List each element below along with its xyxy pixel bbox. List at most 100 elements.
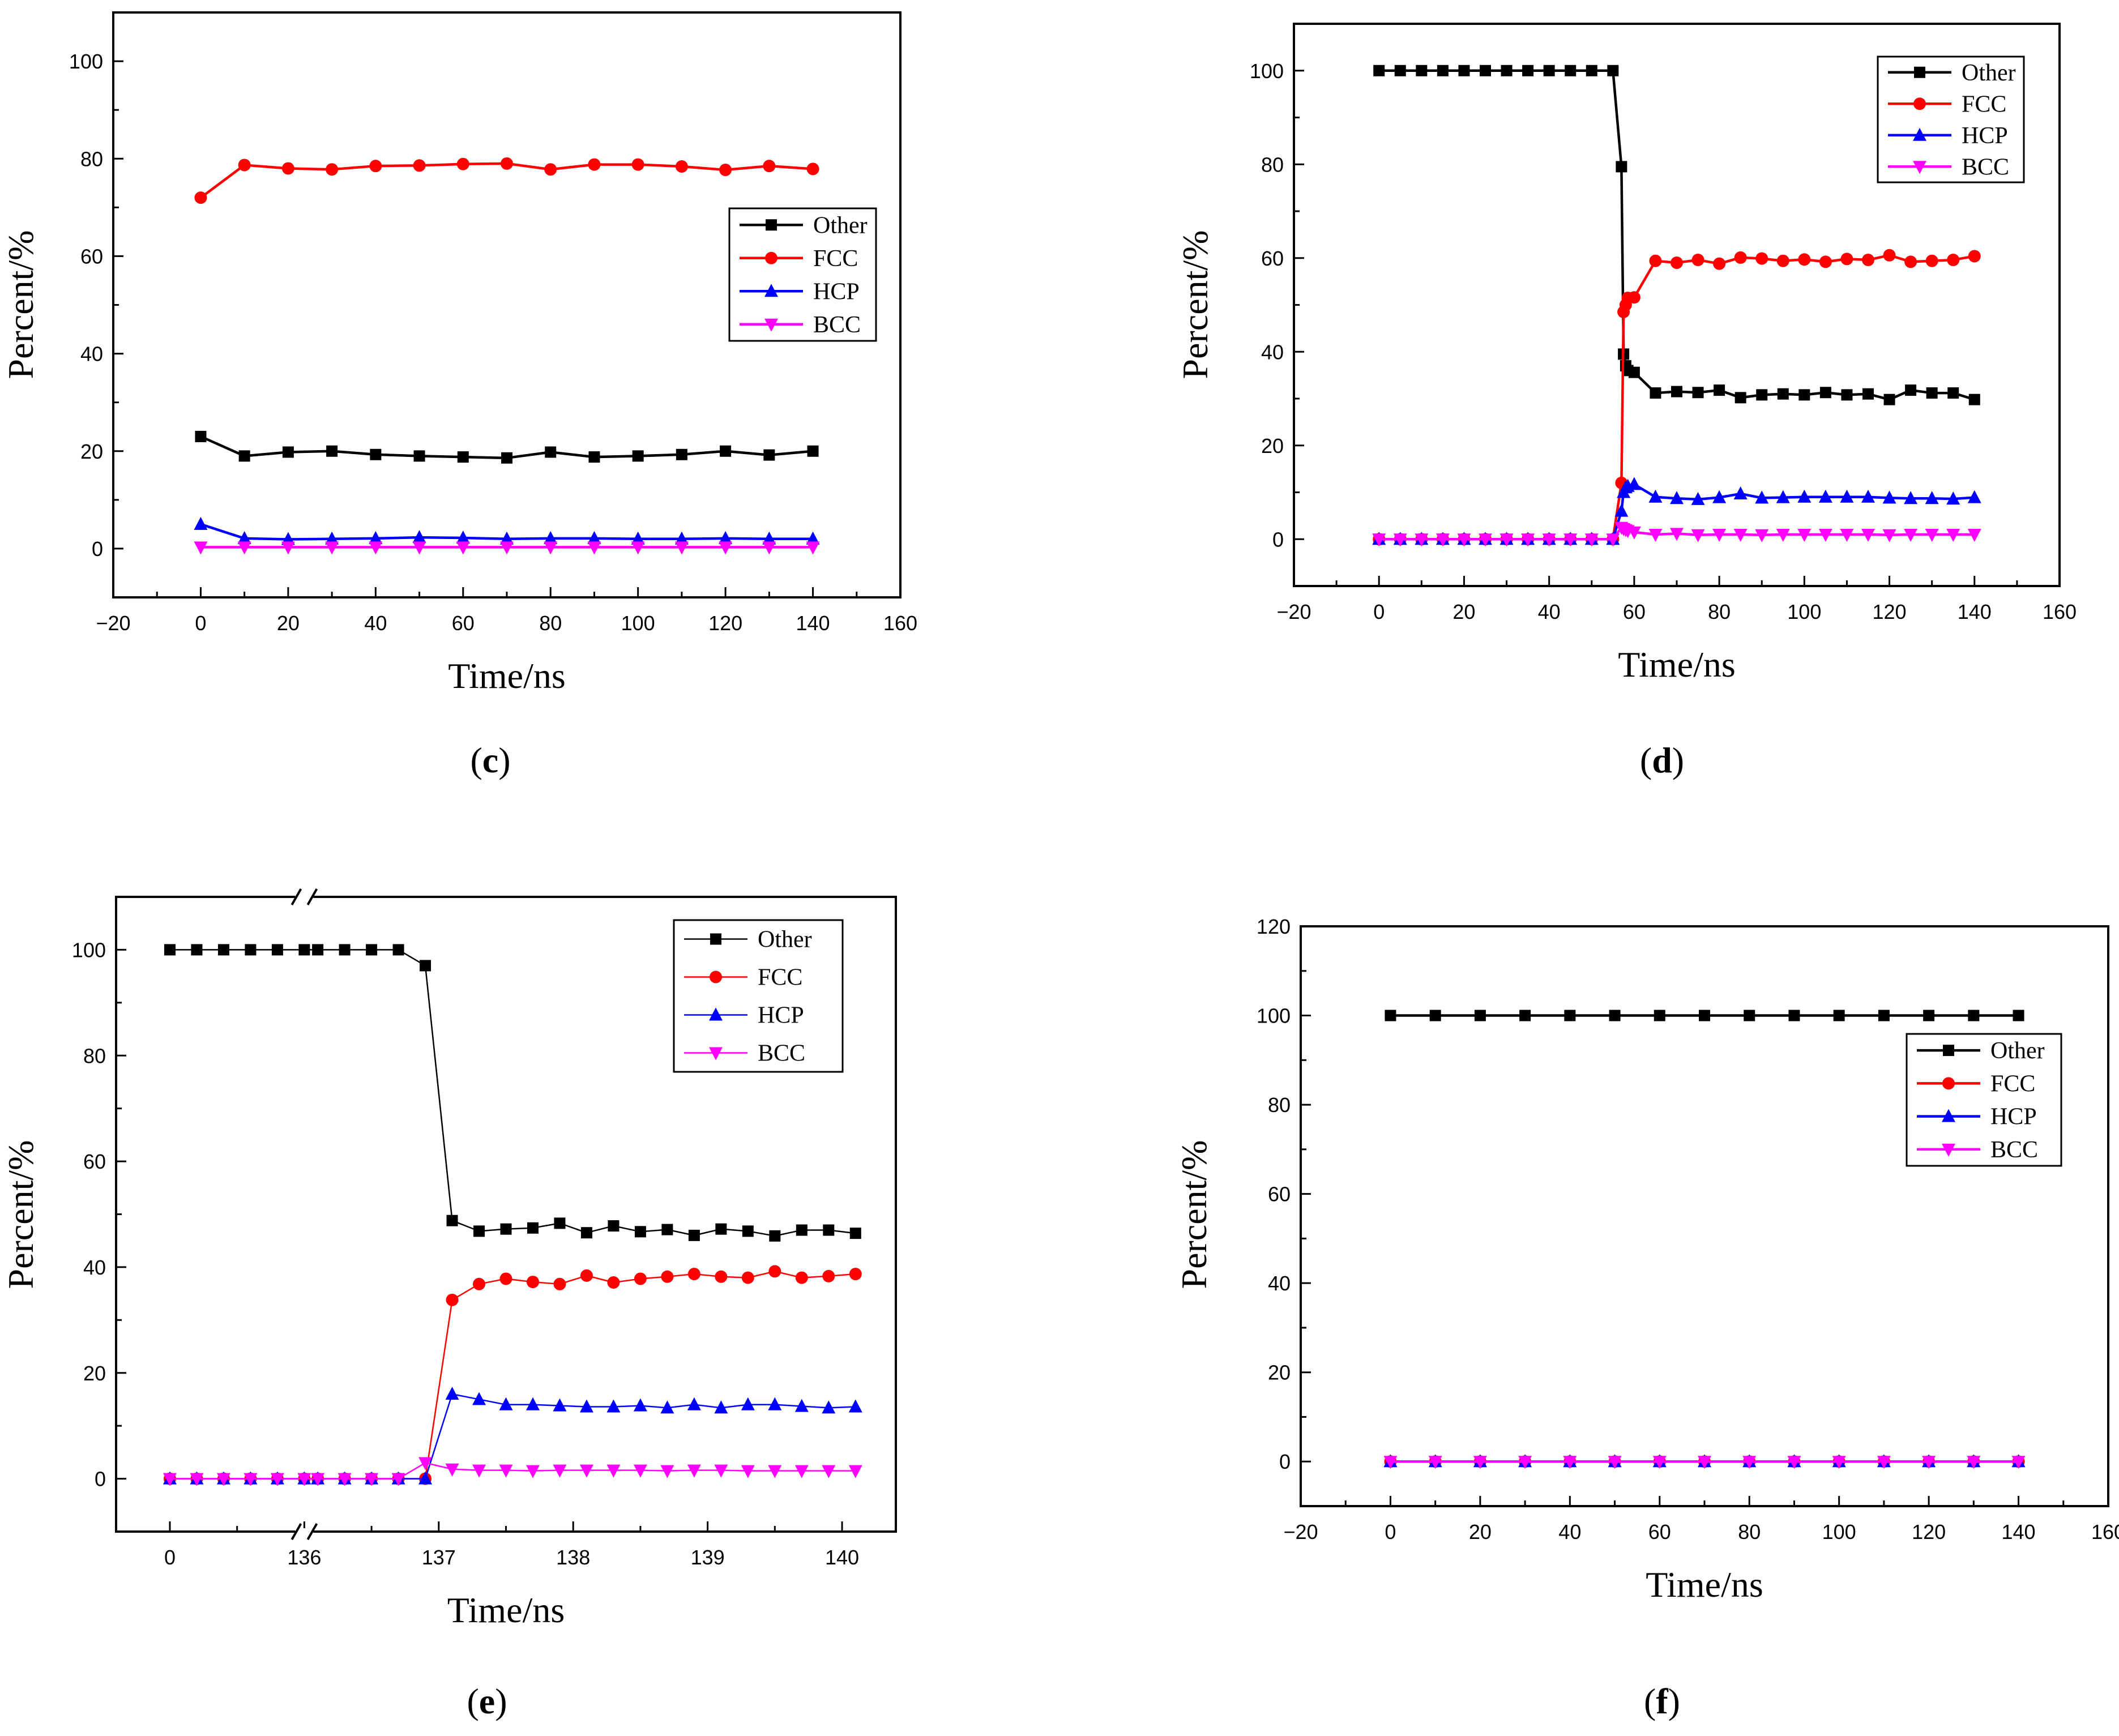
chart-panel-c: 0 20 40 60 80 100 −20 0 20 40 60 80 100 120 140 160 Time… <box>1 11 917 780</box>
data-point-bcc <box>1832 1456 1846 1469</box>
x-tick-label: 60 <box>1623 600 1646 623</box>
y-tick-label: 20 <box>1261 434 1284 457</box>
data-point-bcc <box>311 1473 325 1486</box>
data-point-bcc <box>606 1464 621 1478</box>
data-point-other <box>164 944 176 956</box>
panel-label-close: ) <box>495 1681 507 1721</box>
data-point-bcc <box>1499 533 1514 547</box>
data-point-fcc <box>526 1276 539 1289</box>
data-point-fcc <box>446 1293 459 1306</box>
data-point-hcp <box>1882 490 1896 504</box>
data-point-hcp <box>445 1387 459 1400</box>
x-tick-label: 60 <box>452 612 475 635</box>
data-point-bcc <box>281 541 295 555</box>
data-point-hcp <box>1925 491 1939 504</box>
data-point-fcc <box>499 1272 512 1285</box>
data-point-bcc <box>1882 529 1896 542</box>
x-tick-label: 0 <box>164 1546 176 1569</box>
data-point-hcp <box>456 530 470 544</box>
legend-marker-fcc <box>1913 97 1926 110</box>
legend-label-other: Other <box>813 212 868 238</box>
data-point-hcp <box>526 1397 540 1410</box>
legend-marker-bcc <box>764 318 778 332</box>
panel-label-open: ( <box>470 740 482 780</box>
axis-break-mark <box>290 1523 302 1540</box>
data-point-other <box>1543 65 1555 76</box>
data-point-hcp <box>762 531 776 545</box>
series-other <box>164 944 861 1242</box>
data-point-bcc <box>1840 528 1854 542</box>
data-point-fcc <box>1691 254 1704 267</box>
legend-label-fcc: FCC <box>758 965 802 991</box>
legend-label-fcc: FCC <box>1962 91 2006 117</box>
legend-box <box>673 919 844 1073</box>
data-point-bcc <box>587 541 601 555</box>
y-tick-label: 40 <box>1261 340 1284 364</box>
y-tick-label: 0 <box>92 537 103 561</box>
data-point-hcp <box>587 531 601 544</box>
data-point-hcp <box>1648 489 1663 503</box>
data-point-hcp <box>674 531 689 545</box>
data-point-bcc <box>243 1473 258 1486</box>
data-point-fcc <box>631 158 644 171</box>
data-point-other <box>807 445 819 457</box>
y-tick-label: 40 <box>80 343 103 366</box>
legend-marker-bcc <box>1913 161 1926 174</box>
data-point-other <box>1628 366 1640 378</box>
data-point-fcc <box>1819 255 1832 268</box>
data-point-other <box>1474 1010 1486 1021</box>
x-axis-title: Time/ns <box>447 1590 565 1630</box>
data-point-bcc <box>687 1464 701 1478</box>
data-point-bcc <box>190 1473 204 1486</box>
data-point-fcc <box>1798 253 1811 266</box>
data-point-bcc <box>445 1463 459 1477</box>
data-point-bcc <box>544 541 558 555</box>
data-point-other <box>2013 1010 2024 1021</box>
y-tick-label: 120 <box>1257 915 1291 938</box>
data-point-hcp <box>806 531 820 545</box>
axis-break-gap <box>295 1528 314 1535</box>
data-point-fcc <box>849 1268 862 1281</box>
data-point-fcc <box>588 158 601 171</box>
y-tick-label: 20 <box>1268 1361 1291 1384</box>
data-point-fcc <box>1776 254 1789 267</box>
y-axis-title: Percent/% <box>1175 230 1215 379</box>
data-point-hcp <box>579 1399 593 1413</box>
data-point-fcc <box>1627 291 1640 304</box>
data-point-fcc <box>687 1268 700 1281</box>
data-point-fcc <box>795 1271 808 1284</box>
chart-panel-e: 0 20 40 60 80 100 0 136 137 138 139 140 Time/ns Perce… <box>1 888 897 1721</box>
legend-box <box>1877 55 2025 183</box>
data-point-fcc <box>281 162 294 175</box>
series-bcc <box>1383 1456 2026 1469</box>
data-point-bcc <box>1479 533 1492 547</box>
y-tick-label: 20 <box>80 440 103 463</box>
y-tick-label: 80 <box>1261 153 1284 176</box>
y-tick-label: 60 <box>1268 1183 1291 1206</box>
data-point-hcp <box>822 1400 836 1414</box>
x-tick-label: 20 <box>277 612 300 635</box>
data-point-bcc <box>1606 533 1620 547</box>
data-point-other <box>1878 1010 1890 1021</box>
y-tick-label: 60 <box>83 1150 106 1173</box>
chart-panel-f: 0 20 40 60 80 100 120 −20 0 20 40 60 80 100 120 140 160 T… <box>1174 915 2119 1721</box>
data-point-other <box>742 1225 754 1237</box>
data-point-hcp <box>848 1399 862 1413</box>
data-point-other <box>1564 1010 1576 1021</box>
y-tick-label: 0 <box>95 1468 106 1491</box>
x-tick-label: 80 <box>1738 1520 1761 1543</box>
data-point-other <box>1519 1010 1531 1021</box>
data-point-fcc <box>661 1270 674 1283</box>
data-point-hcp <box>237 531 251 544</box>
data-point-hcp <box>1776 490 1790 503</box>
x-tick-label: 138 <box>556 1546 590 1569</box>
axis-break-mark <box>290 888 302 905</box>
data-point-bcc <box>1652 1456 1667 1469</box>
data-point-bcc <box>762 541 776 555</box>
data-point-hcp <box>500 531 514 545</box>
x-tick-label: 20 <box>1452 600 1475 623</box>
data-point-hcp <box>606 1399 621 1413</box>
data-point-fcc <box>607 1276 620 1289</box>
y-tick-label: 100 <box>69 50 103 73</box>
data-point-hcp <box>687 1397 701 1410</box>
